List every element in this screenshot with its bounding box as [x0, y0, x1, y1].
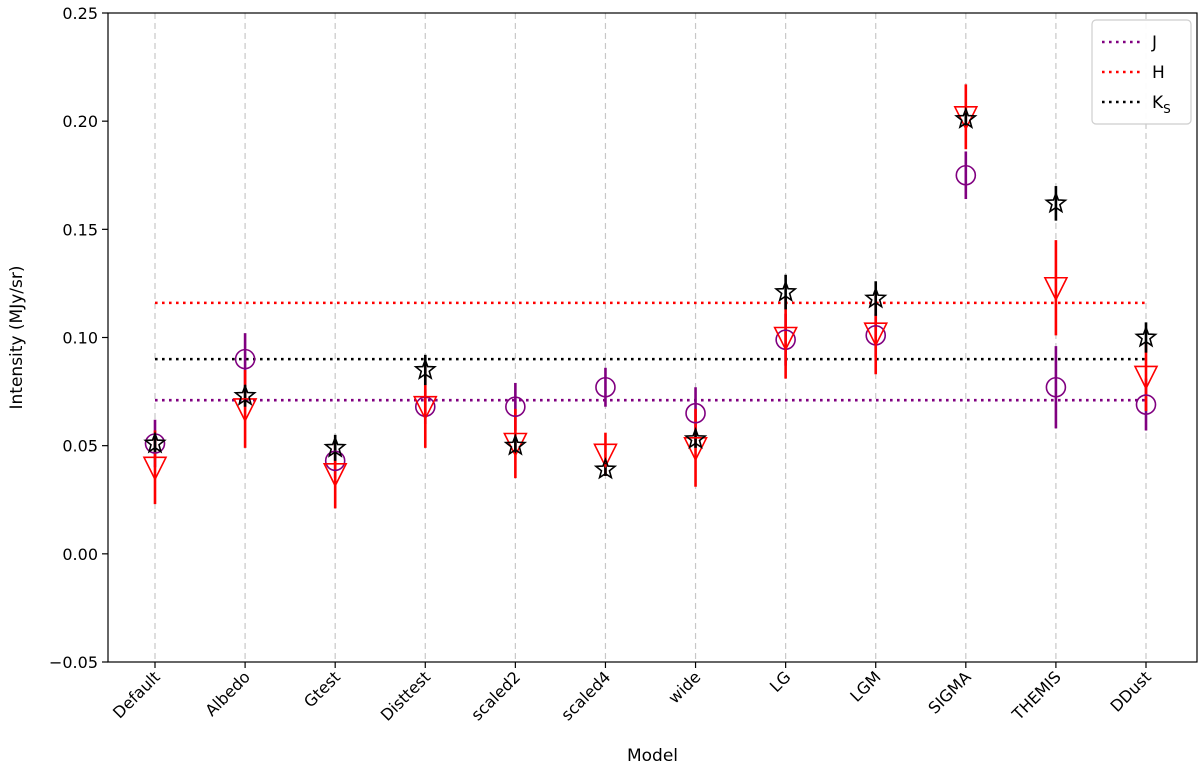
- x-tick-label-scaled4: scaled4: [557, 667, 614, 724]
- grid-lines: [154, 13, 1147, 662]
- point-h-default: [142, 456, 168, 482]
- point-h-scaled4: [593, 443, 618, 469]
- x-tick-label-lgm: LGM: [846, 667, 884, 705]
- x-tick-label-disttest: Disttest: [377, 667, 434, 724]
- point-h-wide: [683, 437, 708, 462]
- point-k-lgm: [864, 286, 888, 309]
- x-tick-label-default: Default: [109, 667, 164, 722]
- x-tick-label-gtest: Gtest: [300, 667, 344, 711]
- point-k-ddust: [1134, 325, 1158, 348]
- data-markers: [142, 106, 1159, 488]
- reference-lines: [155, 301, 1146, 402]
- point-k-disttest: [413, 357, 437, 380]
- point-h-lg: [773, 326, 798, 352]
- y-tick-label: 0.25: [62, 4, 98, 23]
- x-tick-label-ddust: DDust: [1106, 667, 1154, 715]
- point-k-sigma: [954, 106, 978, 129]
- y-tick-label: 0.10: [62, 329, 98, 348]
- plot-frame: [107, 12, 1198, 663]
- legend-box: [1091, 19, 1192, 125]
- point-k-wide: [683, 426, 708, 450]
- x-axis-label: Model: [627, 746, 678, 766]
- x-tick-label-scaled2: scaled2: [467, 667, 524, 724]
- y-tick-label: 0.20: [62, 112, 98, 131]
- point-j-albedo: [234, 348, 256, 370]
- y-tick-label: −0.05: [49, 653, 98, 672]
- y-tick-label: 0.05: [62, 437, 98, 456]
- point-k-scaled2: [503, 433, 528, 456]
- point-k-default: [143, 431, 167, 454]
- y-tick-label: 0.15: [62, 220, 98, 239]
- point-j-ddust: [1135, 394, 1157, 415]
- point-h-lgm: [863, 322, 889, 347]
- x-tick-label-wide: wide: [664, 667, 704, 707]
- y-axis: −0.05 0.00 0.05 0.10 0.15 0.20 0.25: [49, 4, 108, 672]
- y-axis-label: Intensity (MJy/sr): [7, 266, 27, 410]
- point-j-sigma: [955, 164, 977, 186]
- x-tick-label-sigma: SIGMA: [924, 667, 974, 717]
- error-bars: [153, 84, 1148, 509]
- point-k-scaled4: [593, 457, 618, 480]
- point-j-wide: [685, 402, 706, 424]
- point-k-albedo: [233, 383, 257, 406]
- x-tick-label-themis: THEMIS: [1008, 667, 1065, 724]
- y-tick-label: 0.00: [62, 545, 98, 564]
- point-k-gtest: [323, 435, 347, 458]
- point-h-themis: [1043, 276, 1069, 302]
- point-h-disttest: [412, 395, 438, 421]
- legend-label-h: H: [1152, 63, 1165, 83]
- x-tick-label-albedo: Albedo: [201, 667, 254, 720]
- point-k-lg: [773, 279, 798, 303]
- point-h-albedo: [232, 398, 258, 423]
- point-k-themis: [1044, 191, 1068, 214]
- legend-label-j: J: [1151, 33, 1157, 53]
- point-h-ddust: [1133, 365, 1159, 391]
- x-axis: Default Albedo Gtest Disttest scaled2 scaled4…: [109, 662, 1155, 725]
- point-j-scaled4: [595, 376, 616, 398]
- point-j-scaled2: [505, 396, 526, 418]
- point-j-themis: [1045, 376, 1067, 398]
- x-tick-label-lg: LG: [766, 667, 795, 696]
- point-h-gtest: [322, 462, 348, 488]
